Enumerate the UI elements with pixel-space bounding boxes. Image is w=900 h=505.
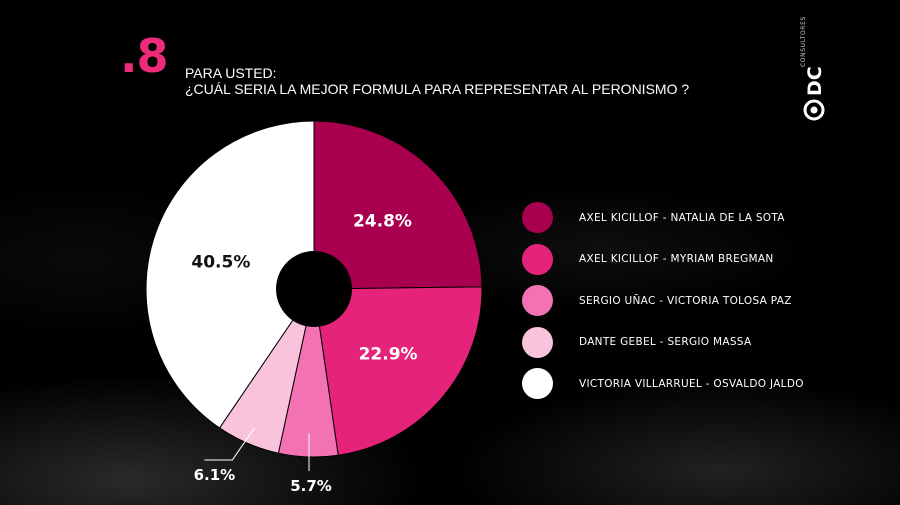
brand-subtext: CONSULTORES bbox=[800, 16, 807, 67]
legend-label: VICTORIA VILLARRUEL - OSVALDO JALDO bbox=[579, 377, 804, 390]
question-intro: PARA USTED: bbox=[185, 65, 277, 81]
slice-value-label: 22.9% bbox=[359, 344, 418, 364]
question-number: .8 bbox=[120, 29, 168, 83]
brand-logo-icon bbox=[803, 99, 825, 121]
slice-kicillof-delasota bbox=[313, 120, 483, 290]
legend-label: SERGIO UÑAC - VICTORIA TOLOSA PAZ bbox=[579, 294, 792, 307]
legend-label: AXEL KICILLOF - NATALIA DE LA SOTA bbox=[579, 211, 785, 224]
legend-item: AXEL KICILLOF - MYRIAM BREGMAN bbox=[522, 239, 804, 281]
question-title: ¿CUÁL SERIA LA MEJOR FORMULA PARA REPRES… bbox=[185, 81, 690, 97]
donut-hole bbox=[276, 251, 352, 327]
brand-logo: DC CONSULTORES bbox=[800, 16, 826, 121]
legend-label: AXEL KICILLOF - MYRIAM BREGMAN bbox=[579, 253, 774, 266]
slice-villarruel-jaldo bbox=[145, 120, 315, 429]
legend-swatch bbox=[522, 243, 553, 275]
legend-item: AXEL KICILLOF - NATALIA DE LA SOTA bbox=[522, 197, 804, 239]
brand-logo-text: DC bbox=[804, 66, 826, 96]
slice-value-label: 5.7% bbox=[290, 477, 332, 495]
legend-swatch bbox=[522, 326, 553, 358]
slice-value-label: 40.5% bbox=[191, 252, 250, 272]
slice-value-label: 6.1% bbox=[194, 466, 236, 484]
legend-swatch bbox=[522, 368, 553, 400]
legend-item: VICTORIA VILLARRUEL - OSVALDO JALDO bbox=[522, 363, 804, 405]
legend-swatch bbox=[522, 202, 553, 234]
legend-item: DANTE GEBEL - SERGIO MASSA bbox=[522, 322, 804, 364]
legend-label: DANTE GEBEL - SERGIO MASSA bbox=[579, 336, 752, 349]
slice-kicillof-bregman bbox=[313, 286, 483, 456]
leader-line bbox=[204, 427, 255, 461]
legend-item: SERGIO UÑAC - VICTORIA TOLOSA PAZ bbox=[522, 280, 804, 322]
legend: AXEL KICILLOF - NATALIA DE LA SOTA AXEL … bbox=[522, 197, 804, 405]
slice-value-label: 24.8% bbox=[353, 212, 412, 232]
legend-swatch bbox=[522, 285, 553, 317]
